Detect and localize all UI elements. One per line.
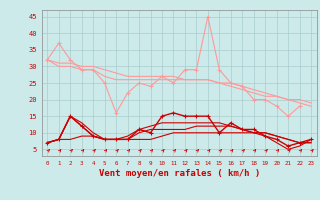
X-axis label: Vent moyen/en rafales ( km/h ): Vent moyen/en rafales ( km/h ) xyxy=(99,169,260,178)
